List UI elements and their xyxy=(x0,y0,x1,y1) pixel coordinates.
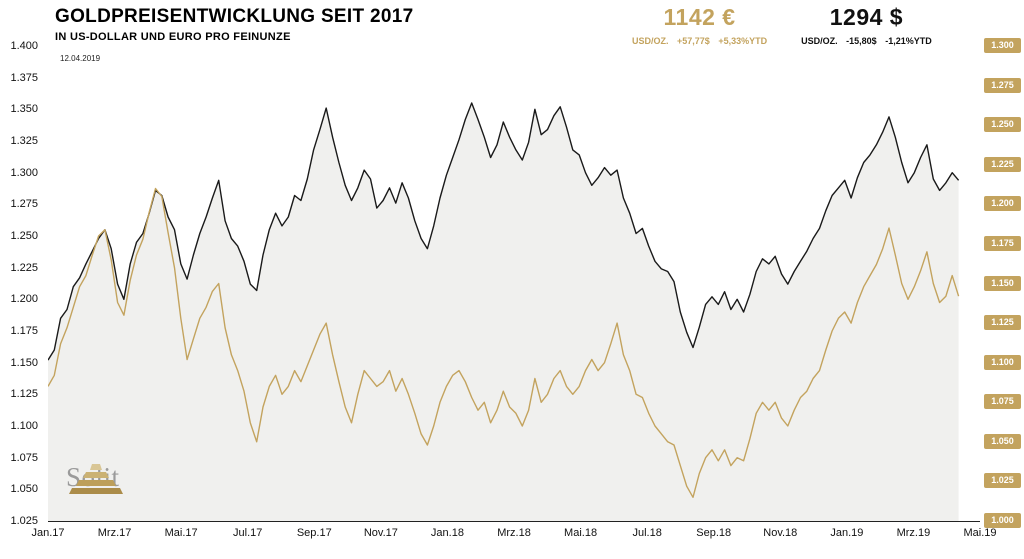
x-axis: Jan.17 Mrz.17 Mai.17 Jul.17 Sep.17 Nov.17 Jan.… xyxy=(31,527,996,543)
page-subtitle: IN US-DOLLAR UND EURO PRO FEINUNZE xyxy=(55,31,291,43)
left-axis-tick: 1.375 xyxy=(10,71,38,84)
left-axis-tick: 1.025 xyxy=(10,515,38,527)
eur-unit-label: USD/OZ. xyxy=(632,36,669,46)
title-block: GOLDPREISENTWICKLUNG SEIT 2017 IN US-DOL… xyxy=(55,6,413,43)
right-axis-box: 1.025 xyxy=(984,473,1021,489)
date-annotation: 12.04.2019 xyxy=(60,54,101,63)
usd-price: 1294 $ xyxy=(829,4,904,30)
eur-change-percent: +5,33%YTD xyxy=(718,36,768,46)
left-axis-tick: 1.225 xyxy=(10,261,38,274)
right-axis-box: 1.300 xyxy=(984,38,1021,53)
x-axis-label: Jul.18 xyxy=(632,527,662,539)
left-axis-tick: 1.100 xyxy=(10,420,38,432)
left-axis-tick: 1.050 xyxy=(10,483,38,496)
right-axis-box: 1.250 xyxy=(984,117,1021,133)
right-axis-box: 1.200 xyxy=(984,196,1021,212)
left-axis-tick: 1.200 xyxy=(10,293,38,306)
x-axis-label: Jan.19 xyxy=(830,527,864,539)
x-axis-label: Nov.18 xyxy=(763,527,798,539)
usd-price-stats: USD/OZ. -15,80$ -1,21%YTD xyxy=(801,36,932,46)
x-axis-label: Sep.17 xyxy=(296,527,332,539)
chart-svg xyxy=(48,102,960,521)
x-axis-label: Mrz.19 xyxy=(896,527,931,539)
usd-unit-label: USD/OZ. xyxy=(801,36,838,46)
price-summary: 1142 € USD/OZ. +57,77$ +5,33%YTD 1294 $ … xyxy=(632,4,932,46)
left-axis-tick: 1.300 xyxy=(10,166,38,179)
left-axis-tick: 1.125 xyxy=(10,388,38,401)
pyramid-icon xyxy=(69,464,123,494)
eur-price-block: 1142 € USD/OZ. +57,77$ +5,33%YTD xyxy=(632,4,767,46)
plot-area: 12.04.2019 Solit xyxy=(48,46,980,522)
x-axis-label: Nov.17 xyxy=(363,527,398,539)
eur-price-line xyxy=(48,187,960,498)
usd-change-percent: -1,21%YTD xyxy=(885,36,932,46)
right-axis-box: 1.050 xyxy=(984,433,1021,449)
usd-change-value: -15,80$ xyxy=(846,36,877,46)
right-axis: 1.300 1.275 1.250 1.225 1.200 1.175 1.150 1.125… xyxy=(984,38,1022,529)
right-axis-box: 1.275 xyxy=(984,77,1021,93)
eur-price-stats: USD/OZ. +57,77$ +5,33%YTD xyxy=(632,36,767,46)
eur-price: 1142 € xyxy=(663,4,736,30)
left-axis: 1.400 1.375 1.350 1.325 1.300 1.275 1.250 1.225… xyxy=(0,40,42,527)
left-axis-tick: 1.175 xyxy=(10,325,38,337)
right-axis-box: 1.125 xyxy=(984,315,1021,331)
right-axis-box: 1.150 xyxy=(984,275,1021,291)
left-axis-tick: 1.075 xyxy=(10,451,38,464)
right-axis-box: 1.000 xyxy=(984,513,1021,528)
eur-change-value: +57,77$ xyxy=(677,36,710,46)
usd-area-fill xyxy=(48,103,959,521)
right-axis-box: 1.175 xyxy=(984,235,1021,251)
x-axis-label: Mrz.18 xyxy=(497,527,531,539)
x-axis-label: Mrz.17 xyxy=(97,527,132,539)
x-axis-label: Jan.18 xyxy=(430,527,464,539)
left-axis-tick: 1.250 xyxy=(10,230,38,242)
left-axis-tick: 1.325 xyxy=(10,135,38,147)
right-axis-box: 1.100 xyxy=(984,354,1021,370)
x-axis-label: Sep.18 xyxy=(696,527,732,539)
page-title: GOLDPREISENTWICKLUNG SEIT 2017 xyxy=(55,6,414,27)
left-axis-tick: 1.350 xyxy=(10,103,38,116)
x-axis-label: Mai.19 xyxy=(963,527,997,539)
x-axis-label: Jan.17 xyxy=(31,527,65,539)
left-axis-tick: 1.150 xyxy=(10,356,38,369)
usd-price-line xyxy=(48,102,960,361)
right-axis-box: 1.075 xyxy=(984,394,1021,410)
left-axis-tick: 1.275 xyxy=(10,198,38,211)
right-axis-box: 1.225 xyxy=(984,156,1021,172)
x-axis-label: Mai.17 xyxy=(164,527,198,539)
x-axis-label: Jul.17 xyxy=(233,527,263,539)
left-axis-tick: 1.400 xyxy=(10,40,38,52)
brand-logo: Solit xyxy=(66,462,123,494)
x-axis-label: Mai.18 xyxy=(564,527,598,539)
usd-price-block: 1294 $ USD/OZ. -15,80$ -1,21%YTD xyxy=(801,4,932,46)
